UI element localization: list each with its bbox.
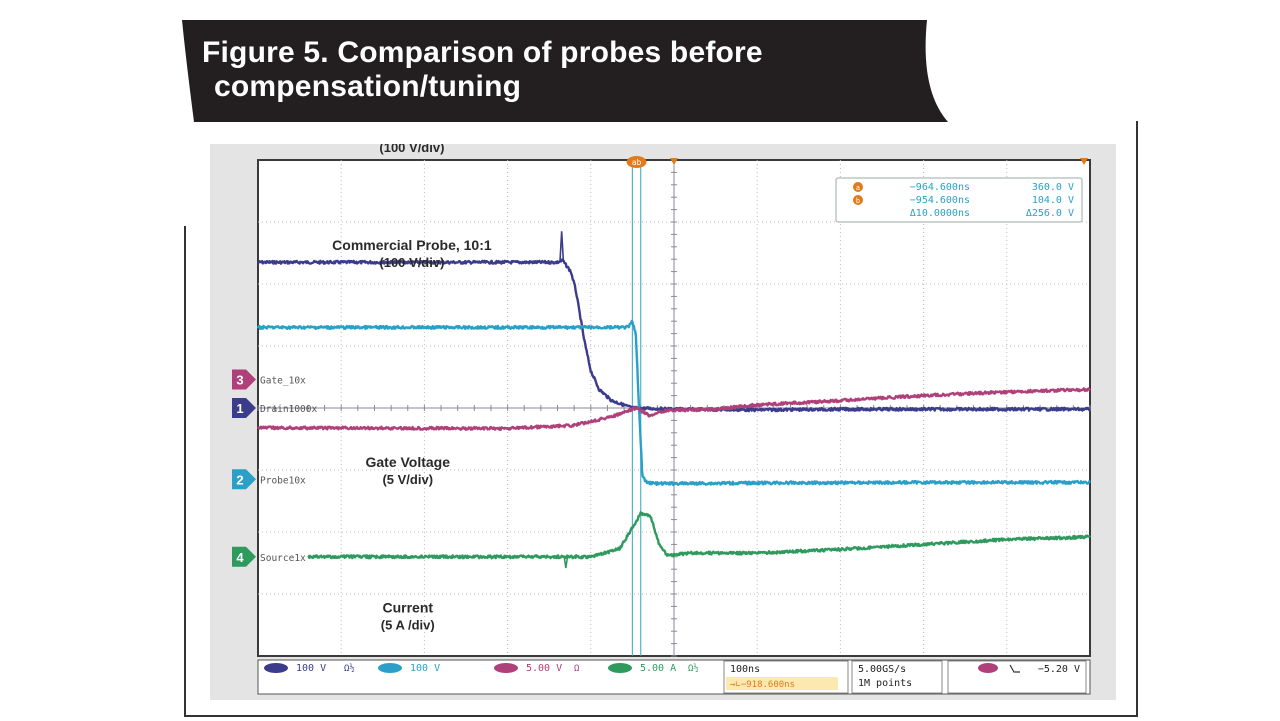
channel-marker-arrow-icon[interactable] (232, 369, 256, 390)
figure-frame-left-rule (184, 226, 186, 717)
status-channel-1[interactable]: 100 V Ω½ (264, 663, 355, 674)
trigger-source-swatch-icon (978, 663, 998, 673)
annotation-title: Gate Voltage (365, 454, 450, 470)
channel-marker-3[interactable]: 3 Gate_10x (232, 369, 306, 390)
waveform-ch3 (256, 387, 1092, 431)
channel-marker-2[interactable]: 2 Probe10x (232, 469, 306, 490)
channel-marker-number: 2 (236, 472, 243, 487)
oscilloscope-screenshot: ab 3 Gate_10x 1 Drain1000x 2 Probe10x 4 Source1x… (210, 144, 1116, 700)
trigger-slope-icon (1009, 664, 1020, 673)
annotation-scale: (100 V/div) (379, 144, 444, 155)
annotation-scale: (5 V/div) (382, 472, 433, 487)
cursor-readout-time: −964.600ns (910, 182, 970, 193)
channel-marker-label: Gate_10x (260, 375, 306, 386)
time-reference-icon (1080, 158, 1088, 165)
cursor-b-icon (853, 195, 863, 205)
cursor-icon-letter: b (856, 198, 860, 205)
cursor-readout: a −964.600ns 360.0 V b −954.600ns 104.0 V Δ10.… (835, 177, 1083, 223)
waveform-annotation: Gate Voltage (5 V/div) (365, 454, 450, 487)
status-channel-scale: 5.00 A (640, 663, 676, 674)
record-length-value: 1M points (858, 678, 912, 689)
waveform-ch1 (257, 258, 1091, 413)
channel-marker-number: 4 (236, 550, 244, 565)
status-channel-badge: Ω½ (688, 663, 699, 674)
channel-marker-arrow-icon[interactable] (232, 469, 256, 490)
figure-frame (184, 121, 1138, 717)
waveform-spike-ch4 (563, 556, 569, 569)
status-channel-swatch-icon[interactable] (494, 663, 518, 673)
status-channel-scale: 100 V (410, 663, 440, 674)
status-channel-scale: 100 V (296, 663, 326, 674)
waveform-annotation: Embedded Probe, 1000:1(100 V/div) (379, 144, 444, 155)
cursor-a-icon (853, 182, 863, 192)
figure-title-line1: Figure 5. Comparison of probes before (202, 36, 763, 69)
channel-marker-4[interactable]: 4 Source1x (232, 546, 306, 567)
status-channel-scale: 5.00 V (526, 663, 562, 674)
cursor-readout-value: 360.0 V (1032, 182, 1074, 193)
channel-marker-label: Source1x (260, 553, 306, 564)
channel-marker-arrow-icon[interactable] (232, 398, 256, 418)
status-channel-3[interactable]: 5.00 V Ω (494, 663, 580, 674)
channel-marker-label: Drain1000x (260, 404, 317, 415)
trigger-position-value: →∟−918.600ns (730, 680, 795, 690)
status-channel-2[interactable]: 100 V (378, 663, 440, 674)
trigger-box[interactable] (947, 660, 1087, 694)
status-channel-swatch-icon[interactable] (264, 663, 288, 673)
annotation-title: Commercial Probe, 10:1 (332, 237, 492, 253)
figure-title-banner: Figure 5. Comparison of probes before co… (182, 20, 948, 122)
waveform-annotation: Commercial Probe, 10:1 (100 V/div) (332, 237, 492, 270)
scope-status-bar: 100 V Ω½ 100 V 5.00 V Ω 5.00 A Ω½ 100ns →∟−918.6… (257, 659, 1091, 695)
channel-marker-1[interactable]: 1 Drain1000x (232, 398, 317, 418)
figure-title-line2: compensation/tuning (214, 70, 522, 103)
status-channel-4[interactable]: 5.00 A Ω½ (608, 663, 699, 674)
status-channel-swatch-icon[interactable] (378, 663, 402, 673)
cursor-ab-label: ab (632, 158, 642, 167)
waveform-ch2 (256, 319, 1092, 487)
cursor-readout-time: Δ10.0000ns (910, 208, 970, 219)
status-channel-badge: Ω½ (344, 663, 355, 674)
status-channel-swatch-icon[interactable] (608, 663, 632, 673)
waveform-spike-ch1 (559, 231, 565, 261)
acquisition-box[interactable] (851, 660, 943, 694)
annotation-scale: (100 V/div) (379, 255, 444, 270)
channel-marker-number: 1 (236, 401, 243, 416)
trigger-position-icon (670, 158, 678, 165)
channel-marker-label: Probe10x (260, 475, 306, 486)
channel-marker-arrow-icon[interactable] (232, 546, 256, 567)
trigger-position-bg (726, 677, 838, 690)
waveform-annotation: Current (5 A /div) (381, 600, 435, 633)
figure-title: Figure 5. Comparison of probes before co… (202, 36, 902, 104)
channel-marker-number: 3 (236, 372, 243, 387)
cursor-readout-time: −954.600ns (910, 195, 970, 206)
annotation-scale: (5 A /div) (381, 618, 435, 633)
sample-rate-value: 5.00GS/s (858, 664, 906, 675)
cursor-ab-handle-icon[interactable] (626, 156, 647, 168)
timebase-value: 100ns (730, 664, 760, 675)
title-banner-shape (182, 20, 948, 122)
cursor-readout-value: 104.0 V (1032, 195, 1074, 206)
status-channel-badge: Ω (574, 664, 580, 674)
oscilloscope-display: ab 3 Gate_10x 1 Drain1000x 2 Probe10x 4 Source1x… (232, 144, 1092, 695)
cursor-icon-letter: a (856, 185, 860, 192)
waveform-ch4 (307, 511, 1091, 560)
cursor-readout-box (835, 177, 1083, 223)
trigger-level-value: −5.20 V (1038, 664, 1080, 675)
annotation-title: Current (382, 600, 433, 616)
cursor-readout-value: Δ256.0 V (1026, 208, 1074, 219)
